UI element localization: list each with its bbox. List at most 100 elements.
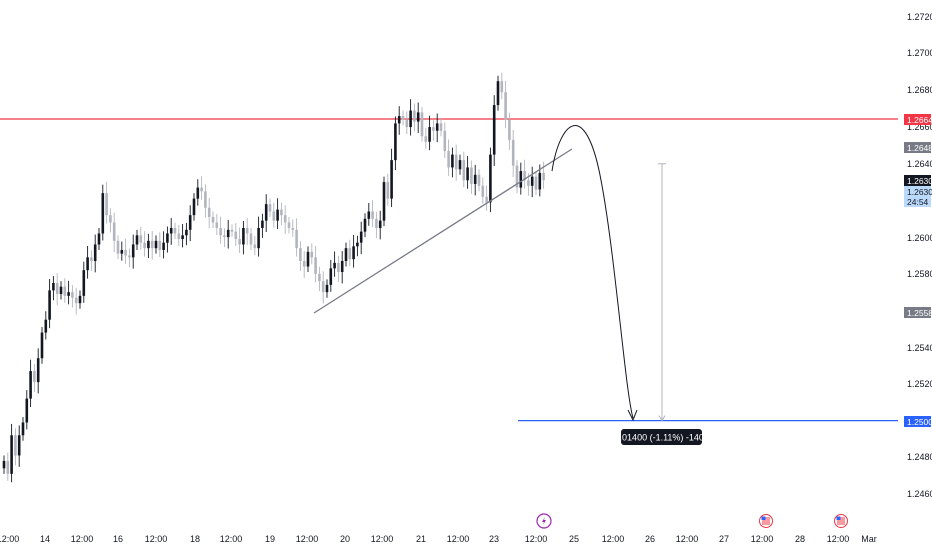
candle-body: [261, 220, 264, 228]
price-badge-bg: [904, 114, 931, 125]
candle-body: [485, 196, 488, 203]
candle-body: [272, 211, 276, 221]
candle-body: [29, 371, 32, 399]
candle-body: [508, 119, 511, 140]
candle-body: [120, 249, 124, 254]
y-axis-tick-label: 1.25800: [907, 269, 932, 279]
measure-label-box: [621, 429, 702, 445]
y-axis-tick-label: 1.25400: [907, 343, 932, 353]
x-axis-tick-label: 23: [489, 534, 499, 544]
candle-body: [348, 248, 352, 260]
candle-body: [314, 257, 317, 274]
candle-body: [86, 257, 89, 271]
candle-body: [234, 231, 238, 239]
candle-body: [124, 249, 127, 256]
candle-body: [306, 251, 310, 267]
candle-body: [276, 209, 279, 221]
candle-body: [219, 227, 222, 236]
y-axis-tick-label: 1.26000: [907, 233, 932, 243]
candle-body: [101, 193, 105, 234]
candle-body: [6, 460, 10, 474]
candle-body: [489, 154, 492, 203]
candle-body: [511, 139, 515, 166]
candle-body: [185, 229, 188, 236]
candle-body: [359, 231, 363, 243]
y-axis-tick-label: 1.26800: [907, 85, 932, 95]
x-axis-tick-label: 25: [569, 534, 579, 544]
us-flag-icon: [834, 514, 848, 528]
measure-arrowhead: [658, 415, 666, 422]
candle-body: [337, 262, 340, 273]
x-axis-tick-label: 12:00: [676, 534, 699, 544]
candle-body: [82, 270, 86, 296]
candle-body: [420, 112, 424, 137]
price-badge-bg: [904, 416, 931, 427]
price-badge-high: 1.26483: [907, 143, 932, 153]
candle-body: [435, 123, 439, 131]
projection-path: [551, 125, 634, 419]
candle-body: [416, 112, 420, 122]
price-badge-last: 1.26307: [907, 176, 932, 186]
x-axis-tick-label: 12:00: [145, 534, 168, 544]
candle-body: [67, 292, 70, 296]
candle-body: [78, 295, 82, 304]
x-axis-tick-label: 12:00: [447, 534, 470, 544]
candle-body: [17, 435, 21, 456]
candle-body: [162, 242, 165, 250]
candle-body: [264, 204, 268, 221]
candle-body: [291, 227, 295, 230]
candle-body: [295, 229, 298, 249]
candle-body: [131, 244, 135, 258]
us-flag-canton: [761, 516, 766, 520]
candle-body: [375, 218, 378, 228]
candle-body: [321, 281, 325, 293]
candle-body: [397, 116, 401, 124]
candle-body: [97, 233, 101, 245]
x-axis-tick-label: 26: [645, 534, 655, 544]
candle-body: [428, 127, 431, 142]
candle-body: [496, 81, 500, 106]
candle-body: [454, 154, 458, 170]
candle-body: [462, 160, 466, 181]
candle-body: [36, 358, 40, 383]
candle-body: [143, 242, 146, 249]
candle-body: [481, 185, 485, 197]
candle-body: [534, 176, 538, 190]
us-flag-canton: [836, 516, 841, 520]
y-axis-tick-label: 1.25200: [907, 379, 932, 389]
price-badge-bg: [904, 307, 931, 318]
candle-body: [500, 81, 504, 93]
candle-body: [52, 283, 55, 291]
candle-body: [169, 227, 173, 234]
x-axis-tick-label: 18: [190, 534, 200, 544]
lightning-bolt-icon: [542, 517, 546, 525]
candle-body: [458, 160, 462, 170]
candle-body: [527, 180, 530, 186]
candle-body: [249, 233, 253, 245]
candle-body: [200, 187, 203, 192]
candle-body: [90, 257, 93, 262]
candle-body: [188, 215, 192, 230]
price-badge-target: 1.25000: [907, 417, 932, 427]
y-axis-tick-label: 1.26400: [907, 159, 932, 169]
candle-body: [128, 255, 131, 258]
x-axis-tick-label: 27: [719, 534, 729, 544]
candle-body: [204, 191, 207, 208]
candle-body: [105, 193, 108, 216]
price-badge-bg: [904, 186, 931, 197]
candle-body: [523, 171, 526, 181]
x-axis-tick-label: 19: [265, 534, 275, 544]
y-axis-tick-label: 1.24600: [907, 489, 932, 499]
candle-body: [211, 216, 215, 223]
candle-body: [116, 240, 120, 254]
candle-body: [238, 238, 241, 245]
candle-body: [112, 222, 116, 241]
candle-body: [515, 165, 519, 188]
candle-body: [40, 332, 44, 359]
price-badge-bg: [904, 196, 931, 207]
x-axis-tick-label: 12:00: [827, 534, 850, 544]
candle-body: [394, 123, 397, 161]
